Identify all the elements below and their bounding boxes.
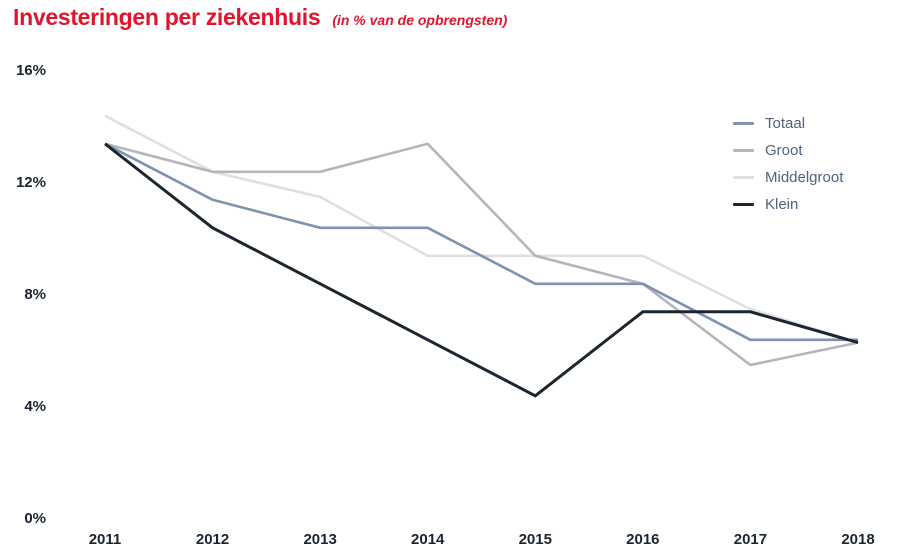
series-line-totaal: [104, 142, 858, 342]
legend-item-totaal: Totaal: [733, 110, 843, 137]
y-tick-label: 12%: [15, 174, 46, 191]
legend-swatch-icon: [733, 203, 754, 206]
series-line-klein: [104, 142, 859, 398]
x-tick-label: 2017: [733, 531, 768, 548]
chart-title: Investeringen per ziekenhuis: [13, 4, 321, 30]
x-tick-label: 2013: [303, 531, 337, 548]
x-tick-label: 2015: [518, 531, 552, 548]
legend-item-middelgroot: Middelgroot: [733, 164, 843, 191]
x-tick-label: 2012: [195, 531, 230, 548]
legend-swatch-icon: [733, 122, 754, 125]
series-line-groot: [104, 142, 859, 367]
chart-header: Investeringen per ziekenhuis (in % van d…: [13, 4, 507, 31]
legend-label: Middelgroot: [765, 168, 844, 186]
legend-label: Totaal: [765, 114, 806, 132]
chart-subtitle: (in % van de opbrengsten): [332, 12, 508, 28]
x-tick-label: 2016: [626, 531, 660, 548]
legend-swatch-icon: [733, 176, 754, 179]
legend-item-groot: Groot: [733, 137, 843, 164]
legend-label: Groot: [765, 141, 803, 159]
x-tick-label: 2011: [88, 531, 122, 548]
y-tick-label: 8%: [24, 286, 46, 303]
x-tick-label: 2014: [411, 531, 445, 548]
y-tick-label: 16%: [15, 62, 46, 79]
legend-item-klein: Klein: [733, 191, 843, 218]
chart-legend: Totaal Groot Middelgroot Klein: [733, 110, 843, 218]
y-tick-label: 0%: [24, 510, 46, 527]
x-tick-label: 2018: [841, 531, 875, 548]
y-tick-label: 4%: [24, 398, 46, 415]
legend-label: Klein: [765, 195, 799, 213]
legend-swatch-icon: [733, 149, 754, 152]
